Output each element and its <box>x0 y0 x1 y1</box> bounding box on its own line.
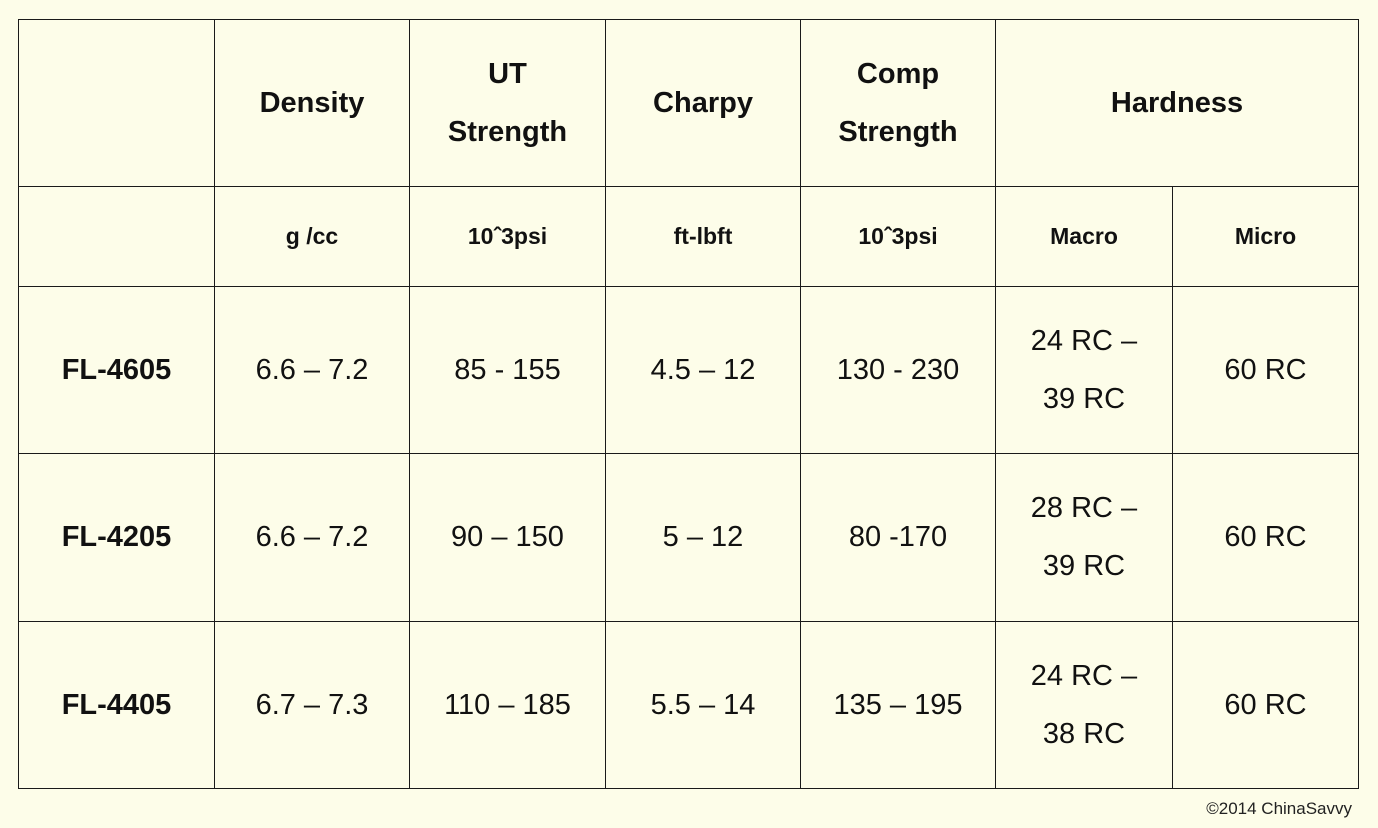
properties-table: Density UT Strength Charpy Comp Strength… <box>18 18 1360 790</box>
header-charpy: Charpy <box>605 18 801 188</box>
density-value: 6.6 – 7.2 <box>214 453 410 622</box>
ut-value: 110 – 185 <box>409 620 606 790</box>
unit-density: g /cc <box>214 186 410 287</box>
macro-line1: 28 RC – <box>1030 492 1138 525</box>
comp-value: 135 – 195 <box>800 620 996 790</box>
header-empty-cell <box>18 18 215 188</box>
material-name: FL-4605 <box>18 285 215 455</box>
copyright-footer: ©2014 ChinaSavvy <box>1206 799 1352 818</box>
unit-micro: Micro <box>1171 186 1360 287</box>
material-name: FL-4205 <box>18 453 215 622</box>
density-value: 6.6 – 7.2 <box>214 285 410 455</box>
macro-line2: 39 RC <box>1042 550 1126 583</box>
header-comp-line2: Strength <box>838 116 958 149</box>
header-ut-line2: Strength <box>447 116 568 149</box>
header-ut-strength: UT Strength <box>409 18 606 188</box>
header-row: Density UT Strength Charpy Comp Strength… <box>18 18 1360 188</box>
table-row: FL-4605 6.6 – 7.2 85 - 155 4.5 – 12 130 … <box>18 285 1360 455</box>
macro-value: 28 RC – 39 RC <box>995 453 1173 622</box>
density-value: 6.7 – 7.3 <box>214 620 410 790</box>
macro-value: 24 RC – 39 RC <box>995 285 1173 455</box>
unit-macro: Macro <box>995 186 1173 287</box>
charpy-value: 5.5 – 14 <box>605 620 801 790</box>
ut-value: 90 – 150 <box>409 453 606 622</box>
table-row: FL-4405 6.7 – 7.3 110 – 185 5.5 – 14 135… <box>18 620 1360 790</box>
macro-line1: 24 RC – <box>1030 659 1138 692</box>
comp-value: 80 -170 <box>800 453 996 622</box>
header-comp-line1: Comp <box>856 58 940 91</box>
header-comp-strength: Comp Strength <box>800 18 996 188</box>
macro-line1: 24 RC – <box>1030 324 1138 357</box>
charpy-value: 5 – 12 <box>605 453 801 622</box>
header-hardness: Hardness <box>994 18 1360 188</box>
table-row: FL-4205 6.6 – 7.2 90 – 150 5 – 12 80 -17… <box>18 453 1360 622</box>
unit-charpy: ft-lbft <box>605 186 801 287</box>
units-row: g /cc 10ˆ3psi ft-lbft 10ˆ3psi Macro Micr… <box>18 186 1360 287</box>
ut-value: 85 - 155 <box>409 285 606 455</box>
units-empty-cell <box>18 186 215 287</box>
micro-value: 60 RC <box>1171 620 1360 790</box>
macro-line2: 38 RC <box>1042 717 1126 750</box>
macro-line2: 39 RC <box>1042 382 1126 415</box>
header-ut-line1: UT <box>488 58 527 91</box>
micro-value: 60 RC <box>1171 285 1360 455</box>
macro-value: 24 RC – 38 RC <box>995 620 1173 790</box>
unit-comp: 10ˆ3psi <box>800 186 996 287</box>
comp-value: 130 - 230 <box>800 285 996 455</box>
charpy-value: 4.5 – 12 <box>605 285 801 455</box>
micro-value: 60 RC <box>1171 453 1360 622</box>
header-density: Density <box>214 18 410 188</box>
material-name: FL-4405 <box>18 620 215 790</box>
unit-ut: 10ˆ3psi <box>409 186 606 287</box>
